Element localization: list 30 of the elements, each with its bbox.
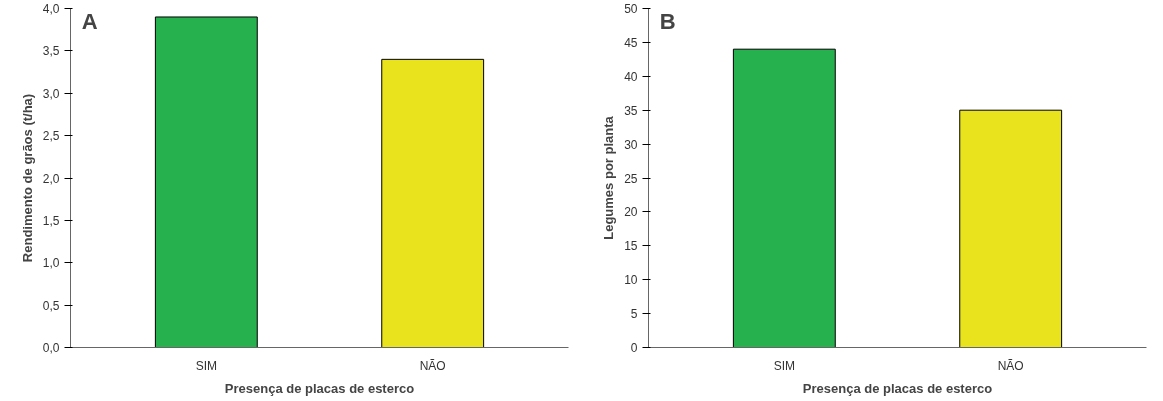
y-tick-label: 40 [624,69,638,84]
chart-title: A [81,8,98,34]
x-tick-label: NÃO [997,358,1024,373]
x-tick-label: SIM [773,358,795,373]
y-axis-title: Legumes por planta [601,115,617,240]
y-tick-label: 50 [624,2,638,16]
y-tick-label: 0,5 [42,298,60,313]
y-tick-label: 2,0 [42,171,60,186]
x-tick-label: NÃO [419,358,446,373]
y-tick-label: 3,5 [42,44,60,59]
y-tick-label: 30 [624,137,638,152]
y-tick-label: 3,0 [42,86,60,101]
y-tick-label: 4,0 [42,2,60,16]
y-tick-label: 20 [624,205,638,220]
y-tick-label: 10 [624,273,638,288]
y-tick-label: 25 [624,171,638,186]
x-axis-title: Presença de placas de esterco [802,380,993,396]
y-tick-label: 35 [624,103,638,118]
x-axis-title: Presença de placas de esterco [224,380,415,396]
y-axis-title: Rendimento de grãos (t/ha) [19,93,35,263]
y-tick-label: 5 [630,307,638,322]
y-tick-label: 1,5 [42,213,60,228]
y-tick-label: 45 [624,35,638,50]
chart-title: B [659,8,676,34]
y-tick-label: 15 [624,239,638,254]
y-tick-label: 0 [630,341,638,355]
x-tick-label: SIM [195,358,217,373]
y-tick-label: 2,5 [42,129,60,144]
y-tick-label: 1,0 [42,256,60,271]
y-tick-label: 0,0 [42,341,60,355]
